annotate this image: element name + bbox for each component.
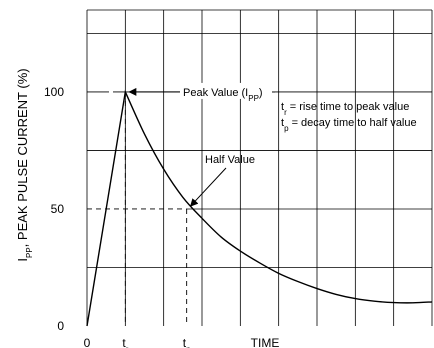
half-value-label: Half Value bbox=[205, 154, 255, 166]
labels: Peak Value (IPP) Half Value tr = rise time… bbox=[15, 68, 417, 348]
grid bbox=[86, 9, 433, 326]
peak-value-label: Peak Value (IPP) bbox=[183, 87, 263, 103]
pulse-series bbox=[86, 89, 433, 327]
x-tick-label: 0 bbox=[84, 336, 91, 348]
pulse-curve bbox=[86, 89, 433, 327]
y-tick-label: 100 bbox=[44, 85, 64, 99]
guide-lines bbox=[87, 87, 227, 326]
x-axis-label: TIME bbox=[251, 336, 280, 348]
y-axis-label: IPP, PEAK PULSE CURRENT (%) bbox=[15, 68, 34, 261]
x-tick-label: tr bbox=[122, 336, 128, 348]
peak-label-bg bbox=[180, 82, 272, 99]
y-tick-label: 50 bbox=[51, 202, 65, 216]
legend-tr-definition: tr = rise time to peak value bbox=[281, 101, 409, 117]
legend-tp-definition: tp = decay time to half value bbox=[281, 117, 417, 133]
x-tick-label: tp bbox=[183, 336, 191, 348]
y-tick-label: 0 bbox=[57, 319, 64, 333]
half-value-arrow bbox=[189, 167, 227, 207]
